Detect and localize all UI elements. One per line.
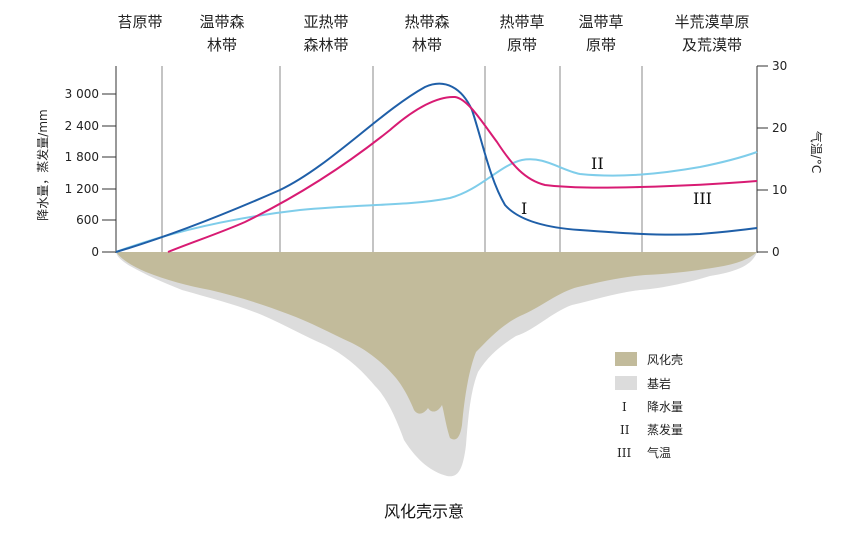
left-axis-title: 降水量，蒸发量/mm bbox=[35, 109, 50, 220]
diagram-caption: 风化壳示意 bbox=[384, 502, 464, 521]
precipitation-curve bbox=[115, 82, 758, 253]
weathering-crust-layer bbox=[116, 252, 757, 440]
legend-evaporation-label: 蒸发量 bbox=[647, 422, 683, 437]
zone-7-label-line2: 及荒漠带 bbox=[682, 36, 742, 54]
left-tick-600: 600 bbox=[76, 213, 99, 227]
legend-bedrock-swatch bbox=[615, 376, 637, 390]
legend-precipitation-symbol: I bbox=[622, 400, 627, 414]
temperature-curve bbox=[167, 95, 758, 253]
zone-2-label-line1: 温带森 bbox=[199, 13, 244, 31]
zone-4-label-line2: 林带 bbox=[412, 36, 442, 54]
evaporation-curve bbox=[115, 151, 758, 253]
zone-4-label-line1: 热带森 bbox=[404, 13, 449, 31]
legend-bedrock-label: 基岩 bbox=[647, 376, 671, 391]
right-tick-0: 0 bbox=[772, 245, 780, 259]
legend-weathering-crust-label: 风化壳 bbox=[647, 353, 683, 367]
zone-7-label-line1: 半荒漠草原 bbox=[674, 13, 749, 31]
legend-precipitation-label: 降水量 bbox=[647, 400, 683, 414]
legend-temperature-label: 气温 bbox=[647, 445, 671, 460]
left-tick-1800: 1 800 bbox=[65, 150, 99, 164]
legend-evaporation-symbol: II bbox=[620, 423, 630, 437]
left-tick-1200: 1 200 bbox=[65, 182, 99, 196]
zone-6-label-line2: 原带 bbox=[586, 36, 616, 54]
left-tick-2400: 2 400 bbox=[65, 119, 99, 133]
zone-1-label: 苔原带 bbox=[117, 13, 162, 31]
zone-dividers bbox=[161, 66, 643, 253]
zone-5-label-line2: 原带 bbox=[507, 36, 537, 54]
zone-3-label-line1: 亚热带 bbox=[303, 13, 348, 31]
right-axis: 30 20 10 0 气温/°C bbox=[756, 59, 824, 259]
right-tick-20: 20 bbox=[772, 121, 787, 135]
legend-temperature-symbol: III bbox=[617, 446, 631, 460]
temperature-curve-label: III bbox=[693, 189, 712, 208]
legend-weathering-crust-swatch bbox=[615, 352, 637, 366]
zone-2-label-line2: 林带 bbox=[207, 36, 237, 54]
left-axis: 3 000 2 400 1 800 1 200 600 0 降水量，蒸发量/mm bbox=[35, 66, 117, 259]
precipitation-curve-label: I bbox=[521, 199, 527, 218]
zone-3-label-line2: 森林带 bbox=[303, 36, 348, 54]
zone-5-label-line1: 热带草 bbox=[499, 13, 544, 31]
left-tick-0: 0 bbox=[91, 245, 99, 259]
right-tick-30: 30 bbox=[772, 59, 787, 73]
zone-6-label-line1: 温带草 bbox=[578, 13, 623, 31]
left-tick-3000: 3 000 bbox=[65, 87, 99, 101]
zone-headers: 苔原带 温带森 林带 亚热带 森林带 热带森 林带 热带草 原带 温带草 原带 … bbox=[117, 13, 749, 54]
legend: 风化壳 基岩 I 降水量 II 蒸发量 III 气温 bbox=[615, 352, 683, 460]
right-tick-10: 10 bbox=[772, 183, 787, 197]
evaporation-curve-label: II bbox=[591, 154, 604, 173]
right-axis-title: 气温/°C bbox=[809, 131, 824, 173]
